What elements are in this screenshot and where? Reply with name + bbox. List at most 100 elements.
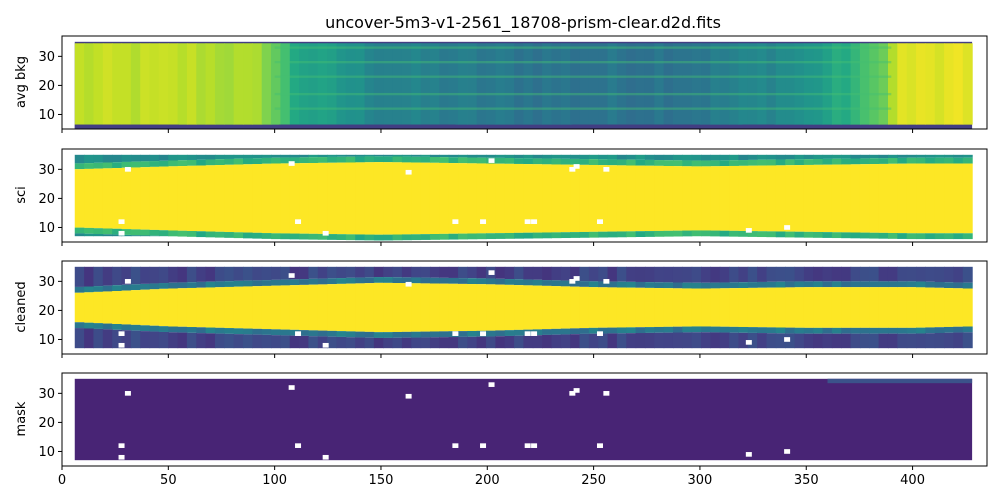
bg-band xyxy=(663,154,674,161)
trace-column xyxy=(392,283,403,332)
trace-column xyxy=(149,166,160,230)
bg-band xyxy=(476,154,487,158)
masked-pixel xyxy=(452,219,459,224)
masked-pixel xyxy=(452,443,459,448)
bkg-stripe xyxy=(274,75,892,78)
trace-column xyxy=(495,163,506,234)
trace-column xyxy=(158,166,169,231)
bg-band xyxy=(897,327,908,334)
bg-band xyxy=(439,266,450,278)
bg-band xyxy=(953,326,964,333)
masked-pixel xyxy=(784,225,791,230)
bg-band xyxy=(74,233,85,237)
bkg-column xyxy=(607,43,618,125)
trace-column xyxy=(598,287,609,328)
bg-band xyxy=(906,333,917,349)
mask-edge xyxy=(827,378,973,384)
bg-band xyxy=(448,233,459,240)
trace-column xyxy=(186,165,197,232)
masked-pixel xyxy=(124,391,131,396)
trace-column xyxy=(944,163,955,234)
bg-band xyxy=(289,154,300,158)
bg-band xyxy=(429,234,440,240)
bg-band xyxy=(551,154,562,159)
trace-column xyxy=(495,284,506,331)
bg-band xyxy=(458,157,468,164)
bg-band xyxy=(84,286,95,293)
bg-band xyxy=(598,231,609,238)
bg-band xyxy=(112,329,123,349)
masked-pixel xyxy=(569,167,576,172)
bg-band xyxy=(102,323,113,330)
bg-band xyxy=(626,159,637,166)
bg-band xyxy=(355,156,366,163)
bg-band xyxy=(738,332,749,349)
bg-band xyxy=(701,326,711,333)
trace-column xyxy=(289,285,300,330)
bg-band xyxy=(682,332,693,349)
bkg-column xyxy=(364,43,375,125)
trace-column xyxy=(196,165,207,232)
bg-band xyxy=(458,154,468,158)
bg-band xyxy=(140,161,151,168)
trace-column xyxy=(420,283,431,332)
bg-band xyxy=(719,230,730,237)
bg-band xyxy=(327,156,338,163)
trace-column xyxy=(747,287,758,328)
bg-band xyxy=(644,154,655,160)
bg-band xyxy=(794,333,805,349)
bg-band xyxy=(345,331,356,338)
bkg-column xyxy=(588,43,599,125)
bg-band xyxy=(429,154,440,157)
axes-frame xyxy=(61,35,988,130)
bg-band xyxy=(130,266,141,285)
bg-band xyxy=(429,156,440,163)
trace-column xyxy=(925,287,936,328)
bkg-column xyxy=(336,43,347,125)
bg-band xyxy=(916,233,926,240)
bg-band xyxy=(373,332,384,338)
bg-band xyxy=(420,156,431,163)
bg-band xyxy=(579,154,590,160)
bg-band xyxy=(401,154,412,157)
trace-column xyxy=(149,289,160,326)
trace-column xyxy=(130,290,141,325)
trace-column xyxy=(252,286,263,329)
bkg-column xyxy=(93,43,104,125)
bg-band xyxy=(644,231,655,237)
bg-band xyxy=(944,332,955,349)
bg-band xyxy=(205,154,216,160)
bg-band xyxy=(701,332,711,349)
trace-column xyxy=(887,287,898,328)
trace-column xyxy=(588,287,599,328)
bg-band xyxy=(308,336,319,349)
bg-band xyxy=(280,335,291,349)
trace-column xyxy=(289,163,300,234)
bg-band xyxy=(495,336,506,349)
bkg-column xyxy=(467,43,478,125)
bg-band xyxy=(738,326,749,333)
bg-band xyxy=(271,335,282,349)
bg-band xyxy=(607,159,618,166)
bkg-stripe xyxy=(274,46,892,49)
bkg-column xyxy=(532,43,543,125)
bg-band xyxy=(84,266,95,287)
bg-band xyxy=(626,327,637,334)
bg-band xyxy=(177,266,188,283)
bg-band xyxy=(906,281,917,288)
bg-band xyxy=(383,154,394,157)
bg-band xyxy=(654,230,665,237)
bg-band xyxy=(775,327,786,334)
bg-band xyxy=(392,331,403,338)
trace-column xyxy=(224,286,235,329)
bg-band xyxy=(336,336,347,349)
bg-band xyxy=(373,234,384,241)
bg-band xyxy=(663,326,674,333)
trace-column xyxy=(93,291,104,324)
bkg-column xyxy=(775,43,786,125)
bkg-column xyxy=(486,43,496,125)
trace-column xyxy=(401,162,412,235)
bg-band xyxy=(439,331,450,338)
bkg-column xyxy=(626,43,637,125)
bg-band xyxy=(280,329,291,336)
